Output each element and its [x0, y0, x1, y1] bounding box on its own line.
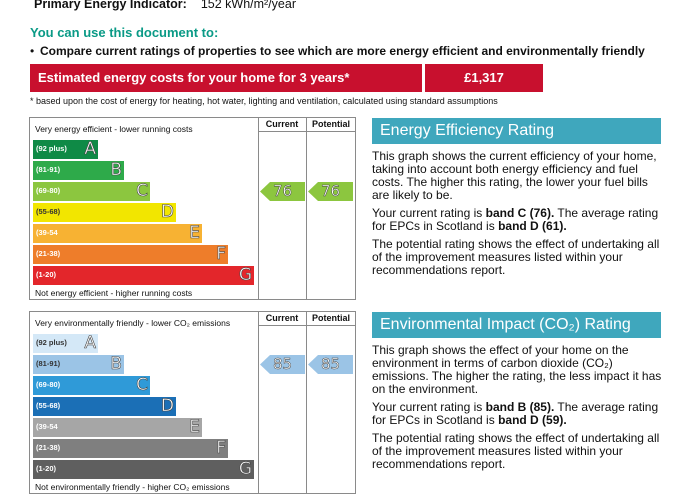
text-fragment: Your current rating is [372, 206, 486, 220]
band-g: (1-20) G [33, 265, 254, 286]
band-range: (69-80) [36, 380, 61, 389]
band-range: (81-91) [36, 165, 61, 174]
energy-rating-current: Your current rating is band C (76). The … [372, 207, 662, 233]
band-letter: G [238, 265, 253, 286]
band-letter: D [160, 202, 175, 223]
chart-bottom-note: Not energy efficient - higher running co… [35, 288, 193, 298]
chart-top-note: Very energy efficient - lower running co… [35, 124, 193, 134]
band-range: (55-68) [36, 207, 61, 216]
band-letter: E [189, 223, 200, 244]
cost-footnote: * based upon the cost of energy for heat… [30, 96, 498, 106]
band-letter: C [136, 181, 148, 202]
band-letter: C [136, 375, 148, 396]
header-divider [258, 131, 355, 132]
band-range: (92 plus) [36, 338, 67, 347]
energy-cost-label: Estimated energy costs for your home for… [30, 64, 422, 92]
energy-rating-text: This graph shows the current efficiency … [372, 150, 662, 282]
environmental-rating-text: This graph shows the effect of your home… [372, 344, 662, 476]
band-e: (39-54 E [33, 417, 202, 438]
band-letter: F [216, 438, 226, 459]
band-range: (81-91) [36, 359, 61, 368]
band-letter: D [160, 396, 175, 417]
current-column-header: Current [265, 313, 299, 323]
column-divider [258, 312, 259, 493]
band-range: (1-20) [36, 464, 57, 473]
band-g: (1-20) G [33, 459, 254, 480]
column-divider [306, 312, 307, 493]
band-range: (39-54 [36, 422, 58, 431]
current-column-header: Current [265, 119, 299, 129]
band-c: (69-80) C [33, 181, 150, 202]
energy-rating-potential: The potential rating shows the effect of… [372, 237, 660, 277]
text-fragment: Your current rating is [372, 400, 486, 414]
primary-energy-indicator: Primary Energy Indicator: 152 kWh/m²/year [34, 0, 296, 11]
environmental-rating-title: Environmental Impact (CO₂) Rating [372, 312, 661, 338]
band-b: (81-91) B [33, 160, 124, 181]
potential-column-header: Potential [311, 313, 350, 323]
potential-column-header: Potential [311, 119, 350, 129]
potential-rating-value: 85 [320, 355, 341, 373]
band-c: (69-80) C [33, 375, 150, 396]
energy-cost-bar: Estimated energy costs for your home for… [30, 64, 543, 92]
header-divider [258, 325, 355, 326]
band-letter: F [216, 244, 226, 265]
band-a: (92 plus) A [33, 139, 98, 160]
band-letter: G [238, 459, 253, 480]
average-band: band D (59). [498, 413, 567, 427]
band-f: (21-38) F [33, 244, 228, 265]
bullet-dot-icon: • [30, 44, 35, 58]
average-band: band D (61). [498, 219, 567, 233]
cost-divider [422, 64, 425, 92]
use-document-title: You can use this document to: [30, 25, 219, 40]
column-divider [258, 118, 259, 299]
band-d: (55-68) D [33, 396, 176, 417]
potential-rating-arrow: 85 [308, 355, 353, 374]
energy-rating-description: This graph shows the current efficiency … [372, 149, 657, 202]
band-range: (21-38) [36, 249, 61, 258]
primary-energy-label: Primary Energy Indicator: [34, 0, 187, 11]
primary-energy-value: 152 kWh/m²/year [200, 0, 296, 11]
text-fragment: The average rating for EPCs in Scotland … [372, 206, 659, 233]
band-f: (21-38) F [33, 438, 228, 459]
current-band: band C (76). [485, 206, 555, 220]
band-d: (55-68) D [33, 202, 176, 223]
band-letter: B [110, 160, 122, 181]
column-divider [306, 118, 307, 299]
band-range: (39-54 [36, 228, 58, 237]
environmental-impact-chart: Current Potential Very environmentally f… [29, 311, 356, 494]
potential-rating-value: 76 [320, 182, 341, 200]
band-letter: A [84, 139, 96, 160]
band-range: (55-68) [36, 401, 61, 410]
environmental-rating-description: This graph shows the effect of your home… [372, 343, 662, 396]
band-a: (92 plus) A [33, 333, 98, 354]
band-letter: B [110, 354, 122, 375]
band-range: (69-80) [36, 186, 61, 195]
current-band: band B (85). [485, 400, 555, 414]
environmental-rating-current: Your current rating is band B (85). The … [372, 401, 662, 427]
current-rating-arrow: 85 [260, 355, 305, 374]
bullet-text: Compare current ratings of properties to… [40, 44, 645, 58]
band-letter: A [84, 333, 96, 354]
chart-bottom-note: Not environmentally friendly - higher CO… [35, 482, 230, 492]
current-rating-arrow: 76 [260, 182, 305, 201]
energy-cost-value: £1,317 [425, 64, 543, 92]
band-range: (92 plus) [36, 144, 67, 153]
text-fragment: The average rating for EPCs in Scotland … [372, 400, 659, 427]
energy-efficiency-chart: Current Potential Very energy efficient … [29, 117, 356, 300]
bullet-item: • Compare current ratings of properties t… [30, 44, 645, 58]
current-rating-value: 76 [272, 182, 293, 200]
potential-rating-arrow: 76 [308, 182, 353, 201]
environmental-rating-potential: The potential rating shows the effect of… [372, 431, 660, 471]
band-b: (81-91) B [33, 354, 124, 375]
energy-rating-title: Energy Efficiency Rating [372, 118, 661, 144]
band-range: (1-20) [36, 270, 57, 279]
current-rating-value: 85 [272, 355, 293, 373]
chart-top-note: Very environmentally friendly - lower CO… [35, 318, 231, 328]
band-range: (21-38) [36, 443, 61, 452]
band-e: (39-54 E [33, 223, 202, 244]
band-letter: E [189, 417, 200, 438]
